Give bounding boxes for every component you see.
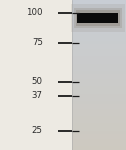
Text: 37: 37 bbox=[32, 92, 43, 100]
Bar bbox=[77, 13, 118, 23]
Bar bbox=[71, 4, 125, 32]
Text: 25: 25 bbox=[32, 126, 43, 135]
Text: 50: 50 bbox=[32, 77, 43, 86]
Bar bbox=[74, 8, 122, 28]
Text: 75: 75 bbox=[32, 38, 43, 47]
Text: 100: 100 bbox=[26, 8, 43, 17]
Bar bbox=[76, 10, 120, 26]
